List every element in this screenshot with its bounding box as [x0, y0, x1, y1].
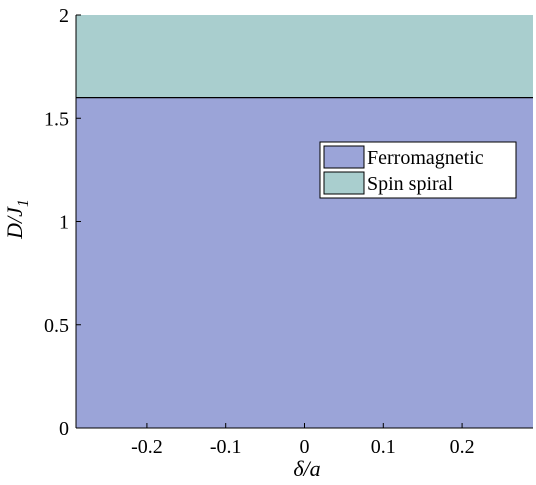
y-axis-label-subscript: 1	[15, 199, 32, 207]
y-axis-label-main: D/J	[2, 206, 27, 240]
y-tick-label: 1	[59, 212, 69, 234]
legend-swatch	[323, 145, 365, 169]
y-tick-label: 0	[59, 418, 69, 440]
x-tick-label: -0.1	[210, 436, 242, 458]
legend-label: Ferromagnetic	[367, 147, 484, 169]
y-tick-label: 1.5	[44, 108, 69, 130]
plot-area	[76, 15, 533, 428]
legend: Ferromagnetic Spin spiral	[319, 141, 517, 199]
x-tick-label: -0.2	[131, 436, 163, 458]
legend-label: Spin spiral	[367, 173, 454, 195]
x-tick-label: 0	[300, 436, 310, 458]
axes: -0.2 -0.1 0 0.1 0.2 0 0.5 1 1.5 2	[44, 5, 533, 458]
y-axis-label: D/J1	[2, 199, 32, 240]
legend-swatch	[323, 171, 365, 195]
x-tick-label: 0.1	[371, 436, 396, 458]
y-tick-label: 2	[59, 5, 69, 27]
x-tick-label: 0.2	[450, 436, 475, 458]
x-axis-label: δ/a	[293, 456, 320, 481]
y-tick-label: 0.5	[44, 315, 69, 337]
region-spin-spiral	[76, 15, 533, 98]
